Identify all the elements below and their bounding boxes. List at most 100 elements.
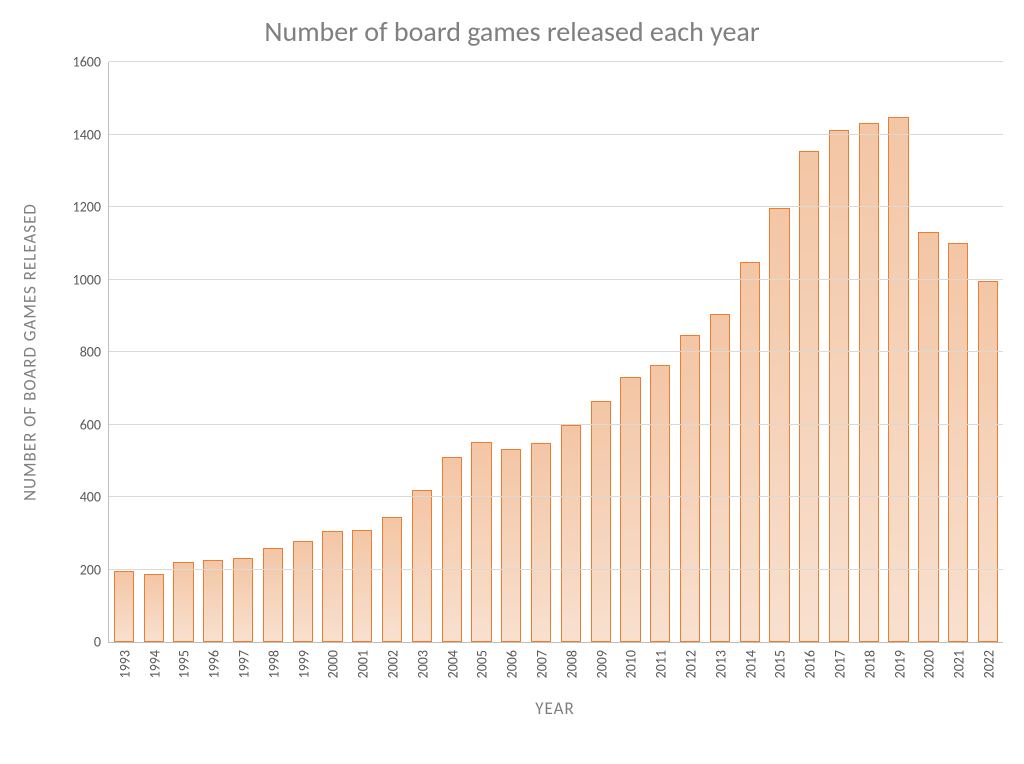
y-tick-label: 1400	[73, 126, 109, 143]
plot-area: 1993199419951996199719981999200020012002…	[108, 62, 1003, 643]
x-tick-label: 2004	[442, 642, 461, 678]
bar	[471, 442, 491, 642]
gridline	[109, 351, 1003, 352]
bar-slot: 2013	[705, 62, 735, 642]
bar	[740, 262, 760, 642]
bar-slot: 1999	[288, 62, 318, 642]
gridline	[109, 424, 1003, 425]
bar-slot: 2009	[586, 62, 616, 642]
bar	[769, 208, 789, 642]
bar-slot: 2014	[735, 62, 765, 642]
bar-slot: 1994	[139, 62, 169, 642]
x-tick-label: 2014	[740, 642, 759, 678]
bar	[978, 281, 998, 642]
bar-slot: 1995	[169, 62, 199, 642]
bar	[650, 365, 670, 642]
bar	[293, 541, 313, 642]
chart-title: Number of board games released each year	[0, 14, 1024, 49]
y-tick-label: 400	[80, 489, 109, 506]
x-tick-label: 2005	[472, 642, 491, 678]
bar-slot: 1997	[228, 62, 258, 642]
y-tick-label: 1600	[73, 54, 109, 71]
x-tick-label: 2002	[383, 642, 402, 678]
x-tick-label: 2000	[323, 642, 342, 678]
bar	[382, 517, 402, 642]
bar-slot: 1998	[258, 62, 288, 642]
x-tick-label: 1993	[114, 642, 133, 678]
bar	[561, 425, 581, 643]
x-tick-label: 2003	[412, 642, 431, 678]
x-tick-label: 2018	[859, 642, 878, 678]
x-tick-label: 2019	[889, 642, 908, 678]
bar-slot: 2006	[496, 62, 526, 642]
bar-slot: 2017	[824, 62, 854, 642]
bar	[144, 574, 164, 642]
bar	[412, 490, 432, 642]
y-tick-label: 800	[80, 344, 109, 361]
y-tick-label: 1000	[73, 271, 109, 288]
bar	[114, 571, 134, 642]
bar	[591, 401, 611, 642]
x-tick-label: 2020	[919, 642, 938, 678]
gridline	[109, 134, 1003, 135]
x-tick-label: 2009	[591, 642, 610, 678]
x-tick-label: 2012	[681, 642, 700, 678]
bar	[233, 558, 253, 642]
bar-slot: 2022	[973, 62, 1003, 642]
y-tick-label: 600	[80, 416, 109, 433]
y-tick-label: 0	[94, 634, 109, 651]
bar-slot: 2001	[347, 62, 377, 642]
bar	[203, 560, 223, 642]
y-axis-title: NUMBER OF BOARD GAMES RELEASED	[20, 203, 41, 501]
bar-slot: 1996	[198, 62, 228, 642]
x-tick-label: 2007	[532, 642, 551, 678]
bar-slot: 1993	[109, 62, 139, 642]
bar	[680, 335, 700, 642]
x-tick-label: 1996	[204, 642, 223, 678]
x-tick-label: 2016	[800, 642, 819, 678]
x-tick-label: 2017	[830, 642, 849, 678]
bar	[173, 562, 193, 642]
bar	[352, 530, 372, 642]
x-tick-label: 2008	[561, 642, 580, 678]
x-tick-label: 2013	[710, 642, 729, 678]
bar	[948, 243, 968, 642]
bar	[620, 377, 640, 642]
x-tick-label: 2015	[770, 642, 789, 678]
y-tick-label: 1200	[73, 199, 109, 216]
x-tick-label: 1997	[234, 642, 253, 678]
gridline	[109, 569, 1003, 570]
bar-slot: 2007	[526, 62, 556, 642]
x-tick-label: 1995	[174, 642, 193, 678]
bar-slot: 2020	[914, 62, 944, 642]
x-axis-title: YEAR	[535, 698, 574, 719]
x-tick-label: 2022	[979, 642, 998, 678]
x-tick-label: 1999	[293, 642, 312, 678]
bar	[918, 232, 938, 642]
bars-group: 1993199419951996199719981999200020012002…	[109, 62, 1003, 642]
bar-slot: 2010	[616, 62, 646, 642]
chart-container: Number of board games released each year…	[0, 0, 1024, 764]
gridline	[109, 206, 1003, 207]
bar	[501, 449, 521, 642]
x-tick-label: 2010	[621, 642, 640, 678]
x-tick-label: 2006	[502, 642, 521, 678]
bar-slot: 2016	[794, 62, 824, 642]
bar-slot: 2004	[437, 62, 467, 642]
bar-slot: 2012	[675, 62, 705, 642]
bar-slot: 2019	[884, 62, 914, 642]
x-tick-label: 2011	[651, 642, 670, 678]
bar-slot: 2000	[318, 62, 348, 642]
gridline	[109, 61, 1003, 62]
bar	[442, 457, 462, 642]
gridline	[109, 279, 1003, 280]
gridline	[109, 496, 1003, 497]
x-tick-label: 2021	[949, 642, 968, 678]
x-tick-label: 2001	[353, 642, 372, 678]
y-tick-label: 200	[80, 561, 109, 578]
x-tick-label: 1998	[263, 642, 282, 678]
bar-slot: 2003	[407, 62, 437, 642]
bar	[322, 531, 342, 642]
bar	[710, 314, 730, 642]
bar	[263, 548, 283, 642]
